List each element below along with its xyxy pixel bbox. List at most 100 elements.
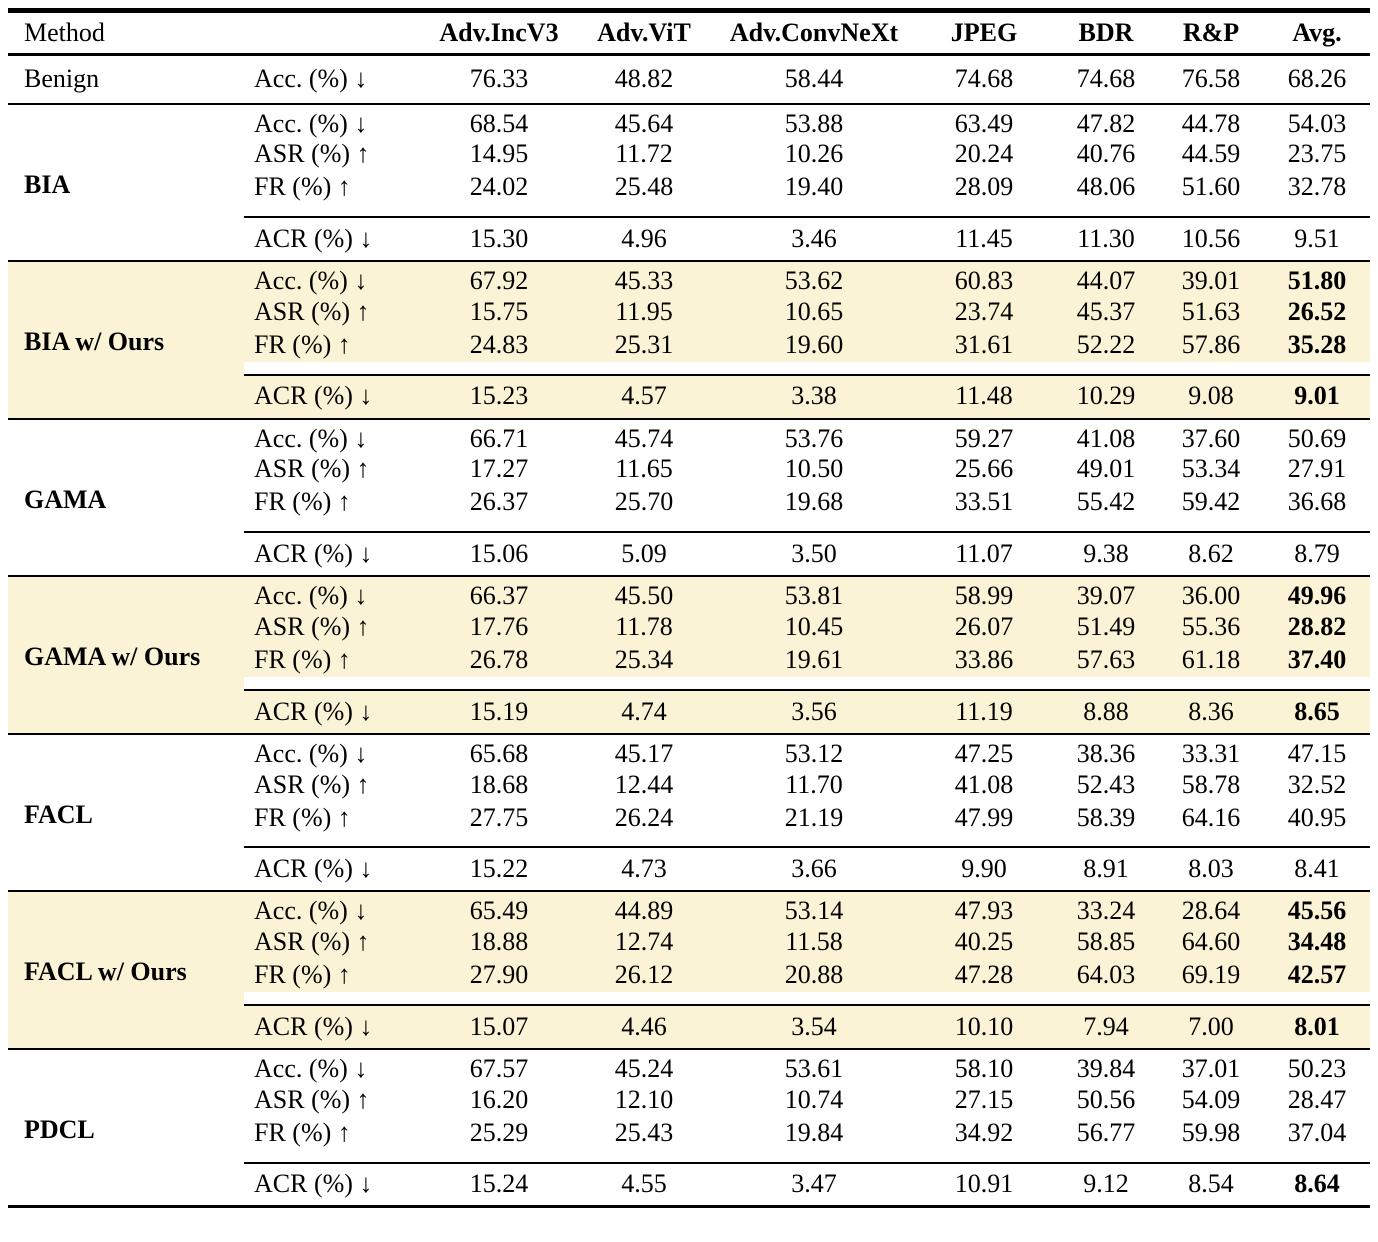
- value-cell: 53.88: [784, 108, 844, 138]
- metric-cell: FR (%) ↑: [254, 329, 351, 359]
- value-cell: 26.24: [614, 802, 674, 832]
- table-row-acr: ACR (%) ↓ 15.30 4.96 3.46 11.45 11.30 10.56 9.5…: [8, 217, 1370, 261]
- value-cell: 4.57: [621, 381, 667, 411]
- value-cell: 8.91: [1083, 854, 1129, 884]
- value-cell: 3.54: [791, 1011, 837, 1041]
- avg-value-cell: 23.75: [1287, 139, 1347, 169]
- value-cell: 58.44: [784, 63, 844, 93]
- metric-cell: ASR (%) ↑: [254, 296, 370, 326]
- divider-rule: [244, 834, 1370, 849]
- value-cell: 8.54: [1188, 1169, 1234, 1199]
- value-cell: 25.43: [614, 1117, 674, 1147]
- value-cell: 8.62: [1188, 538, 1234, 568]
- value-cell: 27.15: [954, 1084, 1014, 1114]
- value-cell: 18.88: [469, 927, 529, 957]
- method-section-gama: GAMA Acc. (%) ↓ 66.71 45.74 53.76 59.27 41.08 3…: [8, 419, 1370, 577]
- value-cell: 45.64: [614, 108, 674, 138]
- value-cell: 48.06: [1076, 172, 1136, 202]
- value-cell: 4.55: [621, 1169, 667, 1199]
- section-divider: [8, 361, 1370, 376]
- value-cell: 59.27: [954, 423, 1014, 453]
- value-cell: 50.56: [1076, 1084, 1136, 1114]
- avg-value-cell: 47.15: [1287, 738, 1347, 768]
- value-cell: 53.81: [784, 581, 844, 611]
- value-cell: 25.31: [614, 329, 674, 359]
- value-cell: 47.82: [1076, 108, 1136, 138]
- value-cell: 48.82: [614, 63, 674, 93]
- metric-cell: ACR (%) ↓: [254, 696, 373, 726]
- value-cell: 12.10: [614, 1084, 674, 1114]
- value-cell: 17.27: [469, 454, 529, 484]
- table-row-acr: ACR (%) ↓ 15.22 4.73 3.66 9.90 8.91 8.03 8.41: [8, 847, 1370, 891]
- value-cell: 15.07: [469, 1011, 529, 1041]
- value-cell: 44.78: [1181, 108, 1241, 138]
- value-cell: 60.83: [954, 266, 1014, 296]
- metric-cell: ASR (%) ↑: [254, 454, 370, 484]
- value-cell: 69.19: [1181, 960, 1241, 990]
- value-cell: 55.42: [1076, 487, 1136, 517]
- value-cell: 58.39: [1076, 802, 1136, 832]
- method-cell: FACL: [24, 799, 93, 829]
- value-cell: 45.50: [614, 581, 674, 611]
- value-cell: 25.48: [614, 172, 674, 202]
- value-cell: 10.56: [1181, 223, 1241, 253]
- avg-value-cell: 54.03: [1287, 108, 1347, 138]
- avg-value-cell: 8.64: [1294, 1169, 1340, 1199]
- value-cell: 33.31: [1181, 738, 1241, 768]
- value-cell: 11.58: [785, 927, 843, 957]
- value-cell: 58.85: [1076, 927, 1136, 957]
- value-cell: 15.30: [469, 223, 529, 253]
- value-cell: 27.90: [469, 960, 529, 990]
- column-header-adv-incv3: Adv.IncV3: [439, 17, 559, 47]
- metric-cell: ASR (%) ↑: [254, 769, 370, 799]
- value-cell: 25.34: [614, 645, 674, 675]
- value-cell: 57.63: [1076, 645, 1136, 675]
- metric-cell: FR (%) ↑: [254, 487, 351, 517]
- value-cell: 14.95: [469, 139, 529, 169]
- value-cell: 11.07: [955, 538, 1013, 568]
- value-cell: 59.42: [1181, 487, 1241, 517]
- table-row-acr: ACR (%) ↓ 15.24 4.55 3.47 10.91 9.12 8.54 8.64: [8, 1163, 1370, 1207]
- value-cell: 53.61: [784, 1054, 844, 1084]
- section-divider: [8, 1149, 1370, 1164]
- avg-value-cell: 36.68: [1287, 487, 1347, 517]
- value-cell: 39.84: [1076, 1054, 1136, 1084]
- method-cell: Benign: [24, 63, 100, 93]
- metric-cell: ASR (%) ↑: [254, 1084, 370, 1114]
- value-cell: 55.36: [1181, 612, 1241, 642]
- column-header-adv-convnext: Adv.ConvNeXt: [729, 17, 899, 47]
- metric-cell: ACR (%) ↓: [254, 854, 373, 884]
- value-cell: 58.99: [954, 581, 1014, 611]
- section-divider: [8, 992, 1370, 1007]
- benign-section: Benign Acc. (%) ↓ 76.33 48.82 58.44 74.6…: [8, 55, 1370, 104]
- table-row-acr: ACR (%) ↓ 15.06 5.09 3.50 11.07 9.38 8.62 8.79: [8, 532, 1370, 576]
- value-cell: 40.25: [954, 927, 1014, 957]
- value-cell: 20.88: [784, 960, 844, 990]
- value-cell: 56.77: [1076, 1117, 1136, 1147]
- avg-value-cell: 8.65: [1294, 696, 1340, 726]
- metric-cell: Acc. (%) ↓: [254, 581, 368, 611]
- value-cell: 58.78: [1181, 769, 1241, 799]
- avg-value-cell: 9.01: [1294, 381, 1340, 411]
- value-cell: 53.12: [784, 738, 844, 768]
- table-row: FR (%) ↑ 24.02 25.48 19.40 28.09 48.06 51.60 32…: [8, 171, 1370, 204]
- column-header-avg: Avg.: [1292, 17, 1342, 47]
- value-cell: 26.12: [614, 960, 674, 990]
- value-cell: 3.38: [791, 381, 837, 411]
- value-cell: 11.70: [785, 769, 843, 799]
- avg-value-cell: 68.26: [1287, 63, 1347, 93]
- method-section-bia-w-ours: BIA w/ Ours Acc. (%) ↓ 67.92 45.33 53.62 60.8…: [8, 261, 1370, 419]
- metric-cell: FR (%) ↑: [254, 1117, 351, 1147]
- value-cell: 58.10: [954, 1054, 1014, 1084]
- column-header-rp: R&P: [1182, 17, 1240, 47]
- avg-value-cell: 50.23: [1287, 1054, 1347, 1084]
- value-cell: 23.74: [954, 296, 1014, 326]
- metric-cell: Acc. (%) ↓: [254, 63, 368, 93]
- value-cell: 11.45: [955, 223, 1013, 253]
- value-cell: 19.84: [784, 1117, 844, 1147]
- avg-value-cell: 32.52: [1287, 769, 1347, 799]
- value-cell: 39.07: [1076, 581, 1136, 611]
- divider-rule: [244, 519, 1370, 534]
- table-row: FACL w/ Ours Acc. (%) ↓ 65.49 44.89 53.14 47.…: [8, 891, 1370, 986]
- avg-value-cell: 9.51: [1294, 223, 1340, 253]
